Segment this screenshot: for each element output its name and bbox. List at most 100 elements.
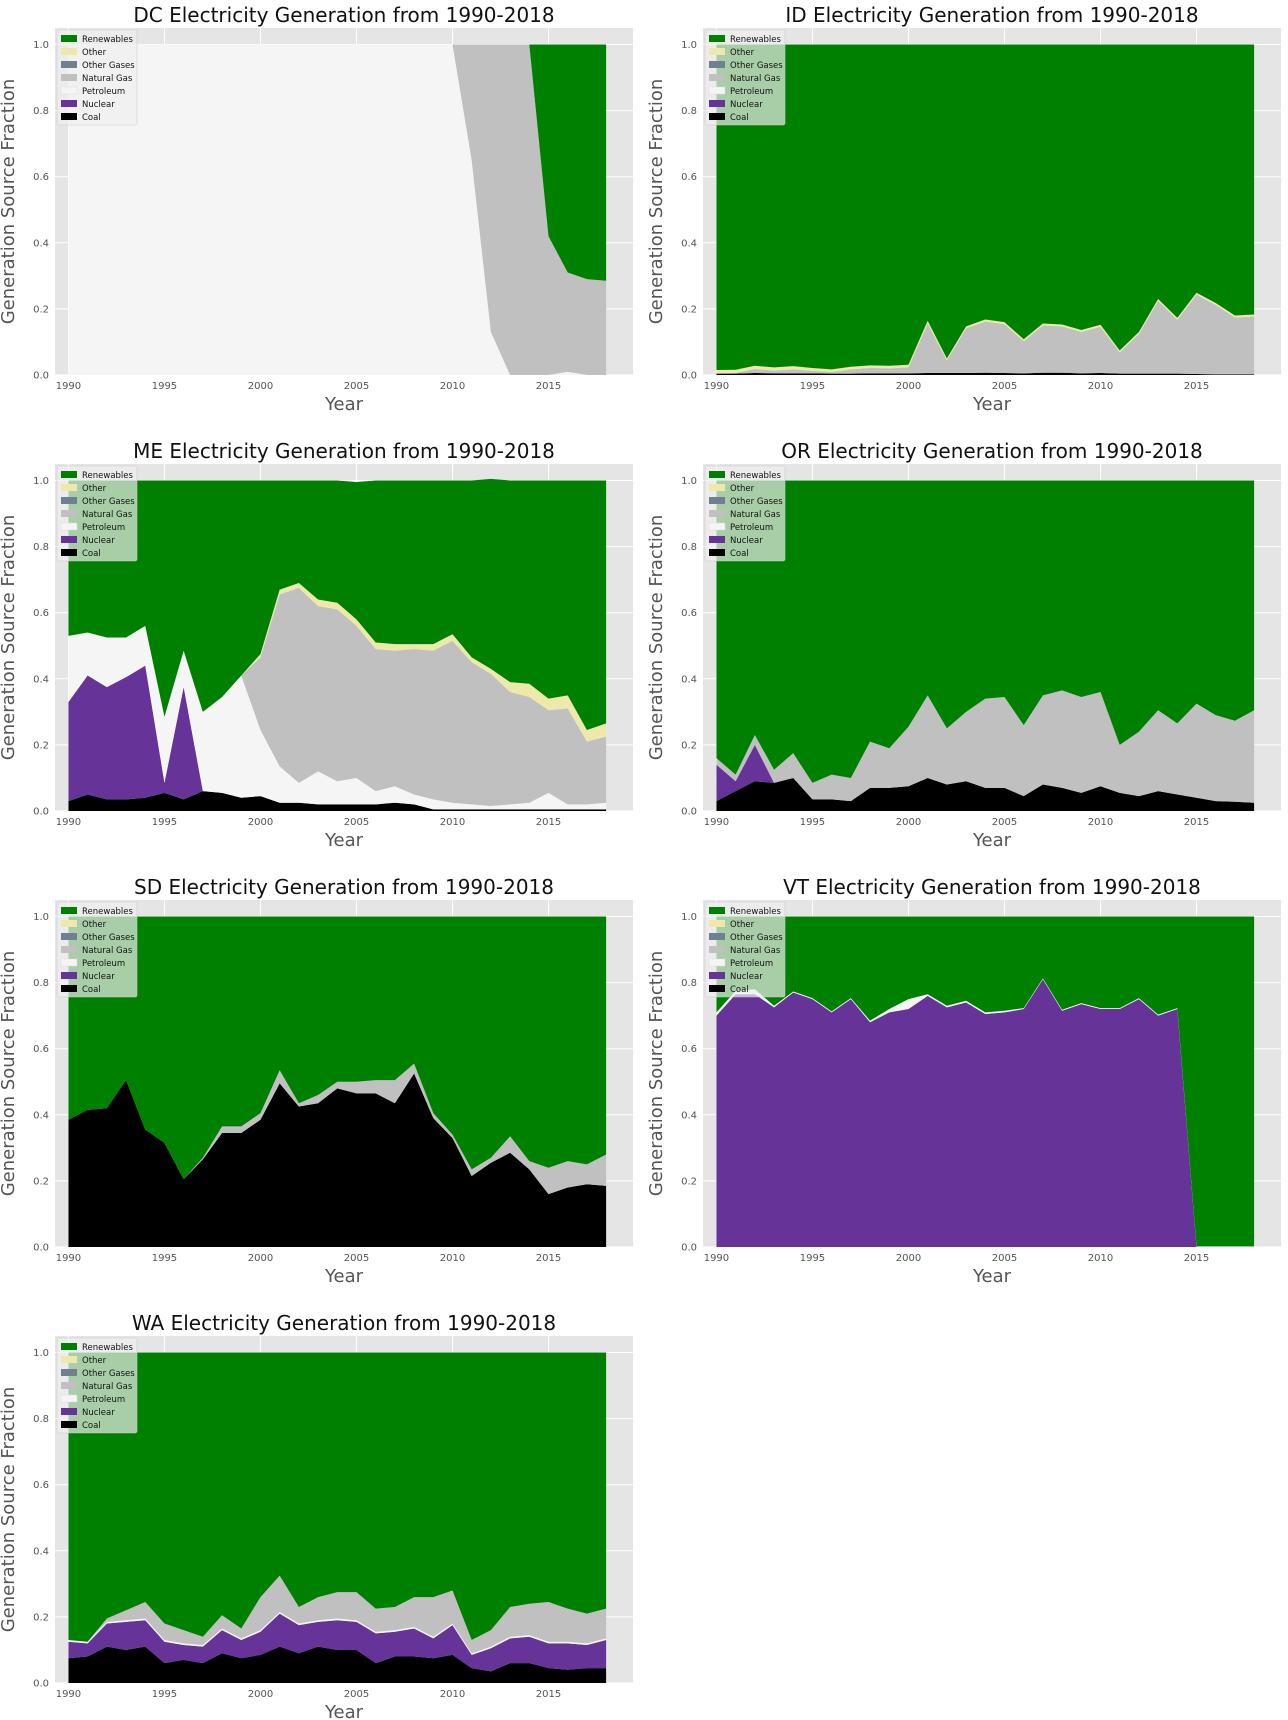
x-axis-label: Year [324, 1266, 364, 1287]
x-tick-label: 2005 [992, 1253, 1017, 1264]
legend-label: Nuclear [730, 100, 763, 110]
legend-label: Other [730, 484, 755, 494]
chart-panel-0: 0.0 0.2 0.4 0.6 0.8 1.0 1990 1995 2000 2005 2010 20… [0, 3, 633, 415]
x-tick-label: 1995 [152, 1689, 177, 1700]
x-tick-label: 1995 [800, 817, 825, 828]
area-series-natural-gas [68, 587, 607, 807]
chart-panel-3: 0.0 0.2 0.4 0.6 0.8 1.0 1990 1995 2000 2005 2010 20… [646, 439, 1281, 851]
legend-label: Natural Gas [82, 510, 133, 520]
x-tick-label: 1990 [56, 817, 81, 828]
y-tick-label: 1.0 [681, 476, 697, 487]
y-tick-label: 0.0 [33, 1243, 49, 1254]
x-tick-label: 2015 [536, 817, 561, 828]
legend-label: Petroleum [730, 959, 773, 969]
legend-swatch [61, 1369, 77, 1376]
legend-label: Coal [82, 113, 101, 123]
legend-swatch [61, 920, 77, 927]
legend-label: Renewables [82, 1343, 134, 1353]
x-tick-label: 2005 [992, 381, 1017, 392]
legend-label: Natural Gas [730, 946, 781, 956]
legend-label: Renewables [730, 471, 782, 481]
y-tick-label: 0.6 [33, 1044, 49, 1055]
chart-panel-2: 0.0 0.2 0.4 0.6 0.8 1.0 1990 1995 2000 2005 2010 20… [0, 439, 633, 851]
legend-label: Nuclear [730, 536, 763, 546]
x-tick-label: 1995 [800, 1253, 825, 1264]
legend-label: Other Gases [730, 933, 783, 943]
legend-swatch [61, 972, 77, 979]
y-tick-label: 0.8 [33, 1414, 49, 1425]
legend: Renewables Other Other Gases Natural Gas Pet… [704, 901, 786, 998]
legend-swatch [709, 484, 725, 491]
legend-swatch [61, 1356, 77, 1363]
x-axis-label: Year [972, 1266, 1012, 1287]
legend-label: Petroleum [730, 87, 773, 97]
area-series-natural-gas [716, 294, 1255, 375]
legend-swatch [61, 35, 77, 42]
legend-label: Other [730, 48, 755, 58]
x-tick-label: 1990 [704, 381, 729, 392]
y-tick-label: 1.0 [33, 40, 49, 51]
legend-label: Natural Gas [82, 1382, 133, 1392]
legend-label: Coal [730, 113, 749, 123]
legend-swatch [709, 972, 725, 979]
y-tick-label: 0.4 [33, 238, 49, 249]
legend-swatch [709, 74, 725, 81]
y-tick-label: 0.0 [33, 1679, 49, 1690]
area-series-petroleum [68, 625, 607, 810]
y-tick-label: 0.2 [681, 304, 697, 315]
legend-label: Nuclear [82, 100, 115, 110]
legend-swatch [709, 100, 725, 107]
legend-swatch [61, 907, 77, 914]
legend-swatch [709, 907, 725, 914]
legend-swatch [708, 86, 726, 95]
legend-swatch [709, 536, 725, 543]
y-tick-label: 0.4 [33, 1110, 49, 1121]
y-axis-label: Generation Source Fraction [646, 79, 667, 325]
legend-label: Other Gases [82, 61, 135, 71]
legend-swatch [709, 920, 725, 927]
legend-swatch [61, 61, 77, 68]
x-tick-label: 1990 [56, 1253, 81, 1264]
y-axis-label: Generation Source Fraction [0, 79, 19, 325]
legend-swatch [60, 522, 78, 531]
legend-swatch [709, 497, 725, 504]
area-series-nuclear [68, 1613, 607, 1672]
legend-swatch [61, 497, 77, 504]
x-tick-label: 2010 [1088, 817, 1113, 828]
y-axis-label: Generation Source Fraction [646, 951, 667, 1197]
legend: Renewables Other Other Gases Natural Gas Pet… [56, 29, 138, 126]
chart-title: DC Electricity Generation from 1990-2018 [133, 3, 554, 27]
legend-swatch [709, 35, 725, 42]
x-tick-label: 2015 [536, 1253, 561, 1264]
legend: Renewables Other Other Gases Natural Gas Pet… [56, 901, 138, 998]
legend-swatch [61, 933, 77, 940]
area-series-nuclear [68, 665, 607, 810]
y-tick-label: 0.4 [681, 1110, 697, 1121]
x-tick-label: 1990 [704, 817, 729, 828]
chart-title: OR Electricity Generation from 1990-2018 [781, 439, 1203, 463]
y-tick-label: 0.2 [33, 1612, 49, 1623]
y-tick-label: 0.0 [33, 807, 49, 818]
y-tick-label: 0.6 [681, 1044, 697, 1055]
chart-panel-5: 0.0 0.2 0.4 0.6 0.8 1.0 1990 1995 2000 2005 2010 20… [646, 875, 1281, 1287]
y-tick-label: 0.6 [33, 1480, 49, 1491]
area-series-nuclear [716, 979, 1255, 1247]
y-tick-label: 1.0 [33, 476, 49, 487]
legend-swatch [61, 1408, 77, 1415]
legend-label: Other Gases [82, 497, 135, 507]
legend-swatch [709, 113, 725, 120]
x-axis-label: Year [324, 1702, 364, 1720]
x-tick-label: 2015 [1184, 1253, 1209, 1264]
y-tick-label: 1.0 [681, 912, 697, 923]
legend-swatch [60, 86, 78, 95]
chart-panel-6: 0.0 0.2 0.4 0.6 0.8 1.0 1990 1995 2000 2005 2010 20… [0, 1311, 633, 1720]
x-tick-label: 2000 [896, 1253, 921, 1264]
y-tick-label: 0.2 [681, 1176, 697, 1187]
legend-label: Other Gases [730, 497, 783, 507]
y-tick-label: 0.4 [681, 674, 697, 685]
legend-label: Coal [82, 1421, 101, 1431]
area-series-coal [716, 372, 1255, 375]
legend-swatch [709, 471, 725, 478]
legend-label: Petroleum [82, 959, 125, 969]
